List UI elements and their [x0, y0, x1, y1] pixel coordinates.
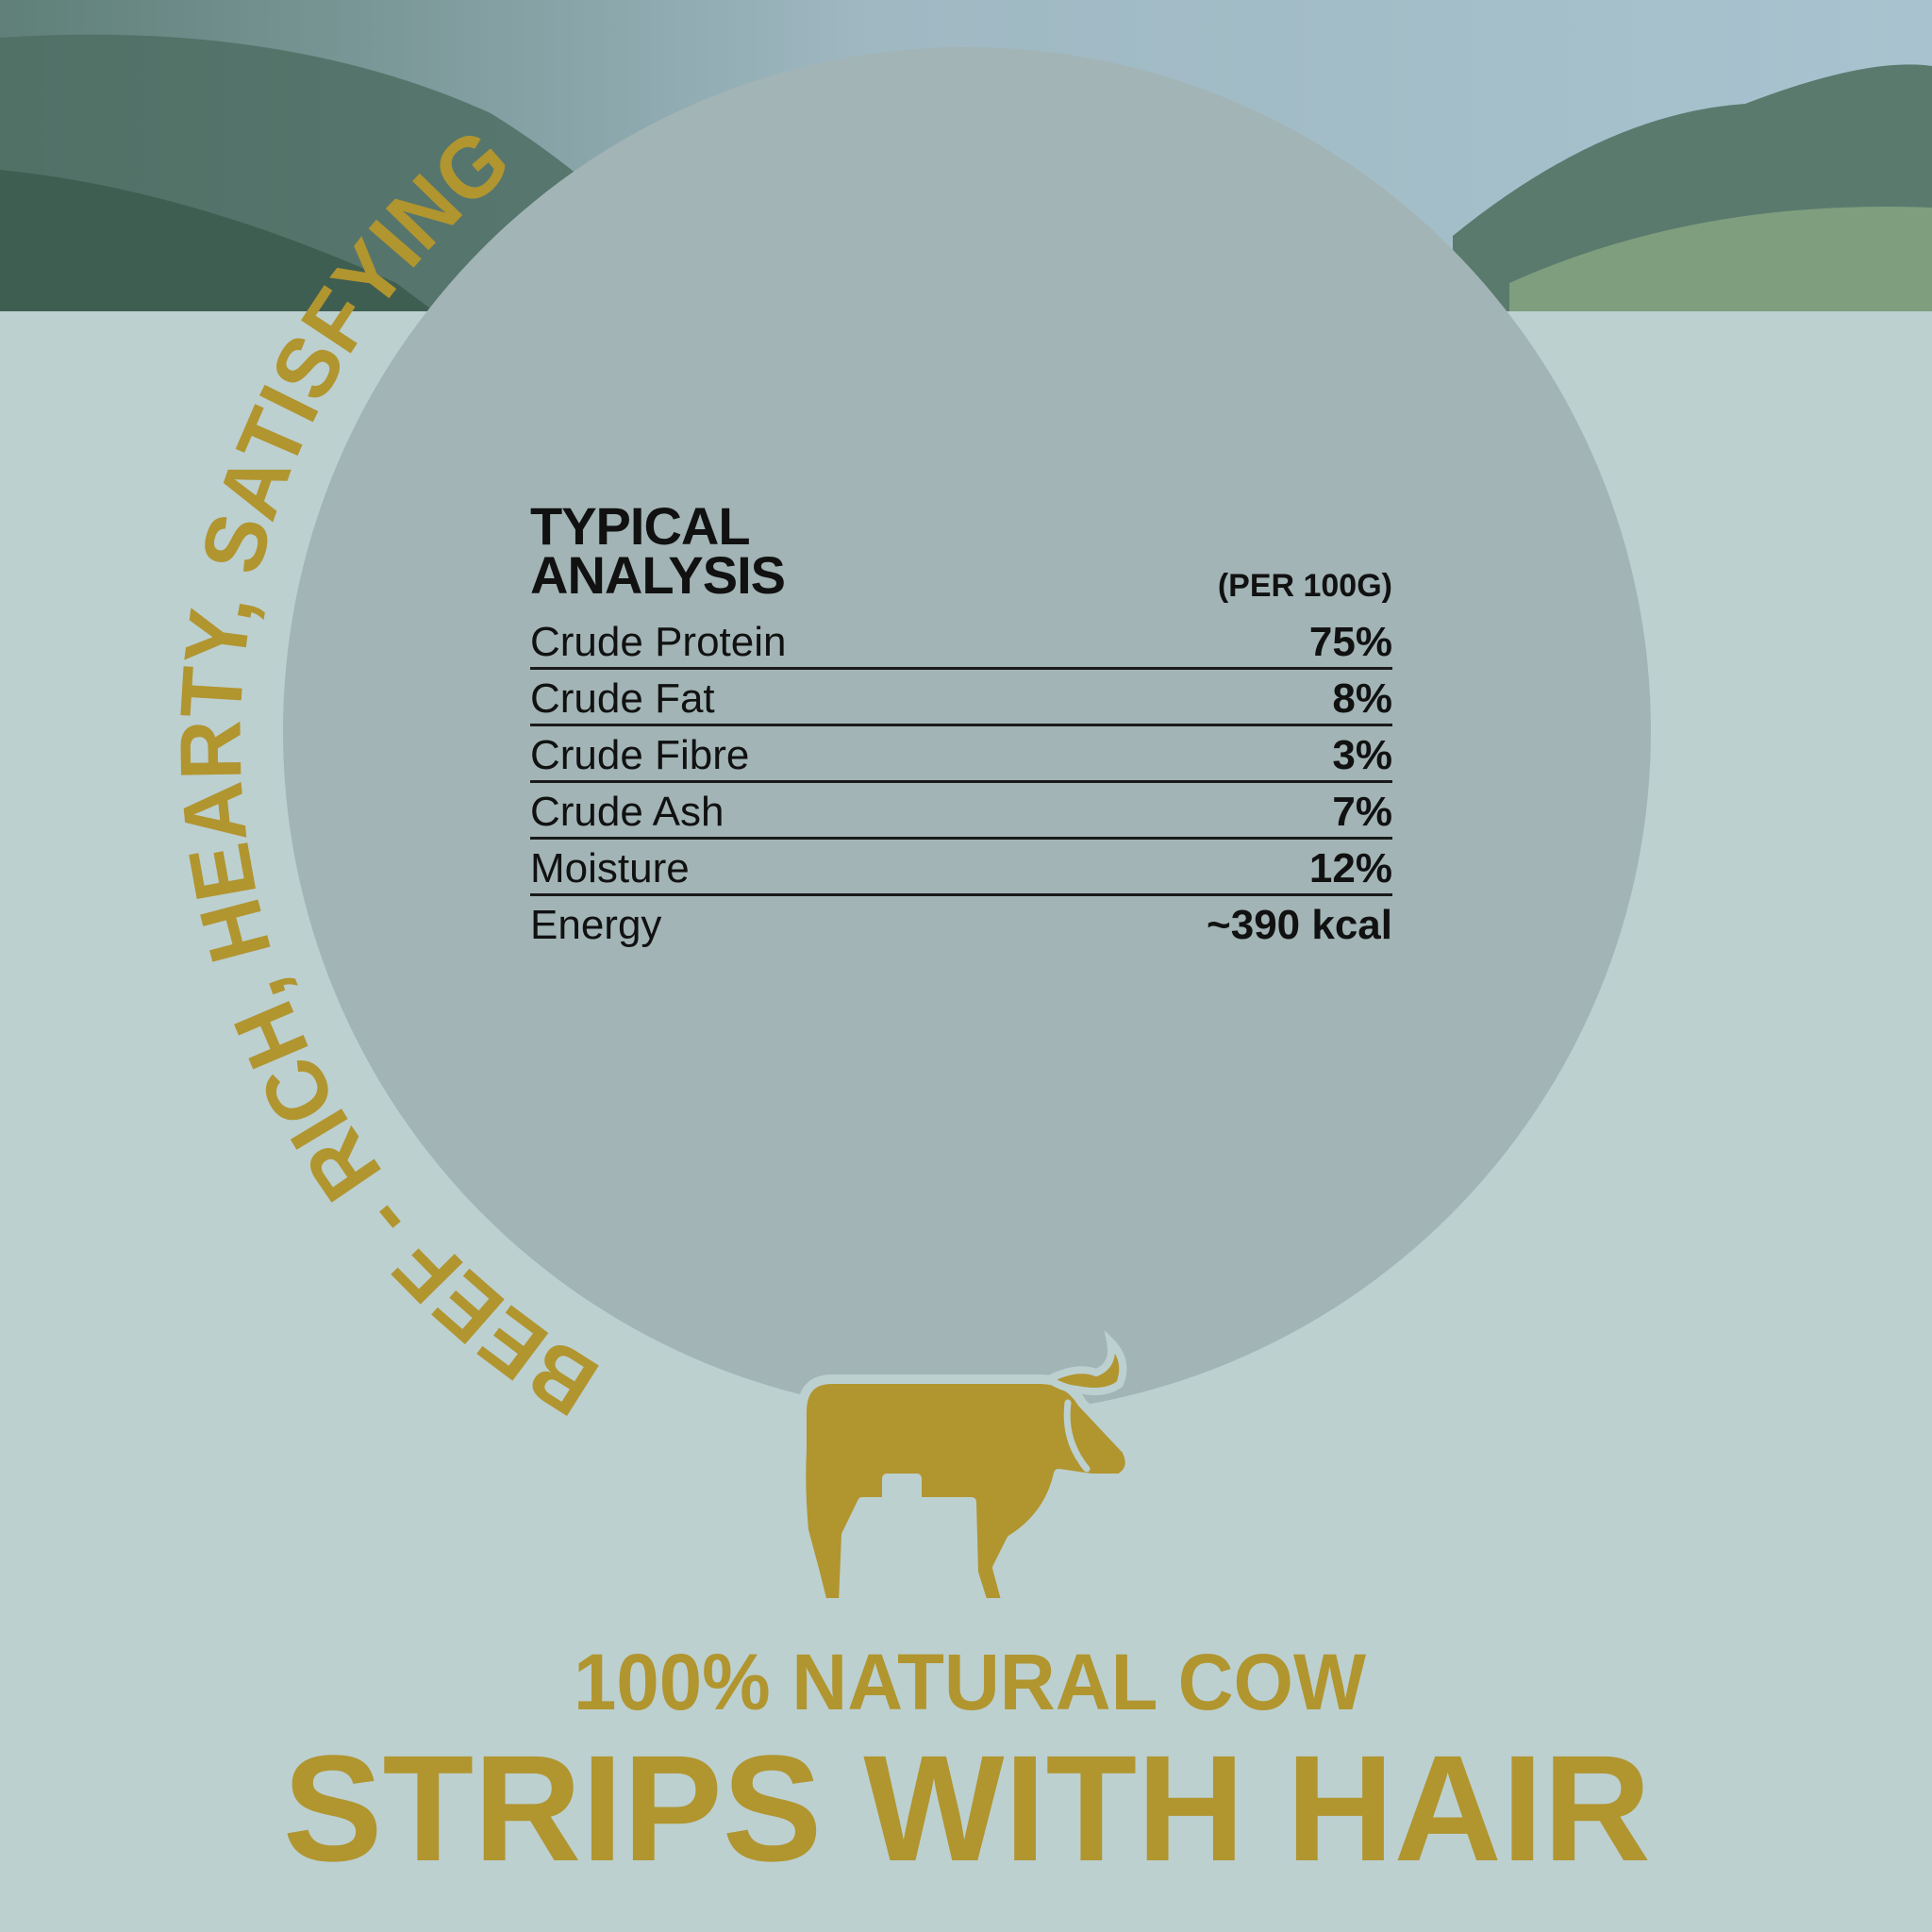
- row-value: 3%: [1332, 732, 1392, 778]
- table-row: Crude Ash 7%: [530, 783, 1392, 840]
- table-row: Energy ~390 kcal: [530, 896, 1392, 950]
- title-line-1: TYPICAL: [530, 496, 751, 556]
- analysis-circle: [283, 47, 1651, 1415]
- row-label: Energy: [530, 902, 662, 948]
- cow-icon: [796, 1329, 1135, 1607]
- analysis-rows: Crude Protein 75% Crude Fat 8% Crude Fibre 3%…: [530, 613, 1392, 950]
- table-row: Crude Protein 75%: [530, 613, 1392, 670]
- row-label: Crude Fibre: [530, 732, 750, 778]
- row-value: 75%: [1308, 619, 1392, 665]
- unit-label: (PER 100G): [1217, 568, 1392, 604]
- table-row: Crude Fibre 3%: [530, 726, 1392, 783]
- row-label: Crude Ash: [530, 789, 724, 835]
- analysis-title: TYPICAL ANALYSIS: [530, 496, 1392, 605]
- title-line-2: ANALYSIS: [530, 545, 786, 605]
- row-label: Crude Protein: [530, 619, 787, 665]
- typical-analysis-table: TYPICAL ANALYSIS (PER 100G) Crude Protei…: [530, 496, 1392, 950]
- product-subtitle: 100% NATURAL COW: [574, 1638, 1367, 1726]
- table-row: Moisture 12%: [530, 840, 1392, 896]
- row-value: ~390 kcal: [1207, 902, 1392, 948]
- row-value: 12%: [1308, 845, 1392, 891]
- row-value: 7%: [1332, 789, 1392, 835]
- product-title: STRIPS WITH HAIR: [283, 1724, 1651, 1892]
- row-value: 8%: [1332, 675, 1392, 722]
- table-row: Crude Fat 8%: [530, 670, 1392, 726]
- row-label: Moisture: [530, 845, 690, 891]
- row-label: Crude Fat: [530, 675, 715, 722]
